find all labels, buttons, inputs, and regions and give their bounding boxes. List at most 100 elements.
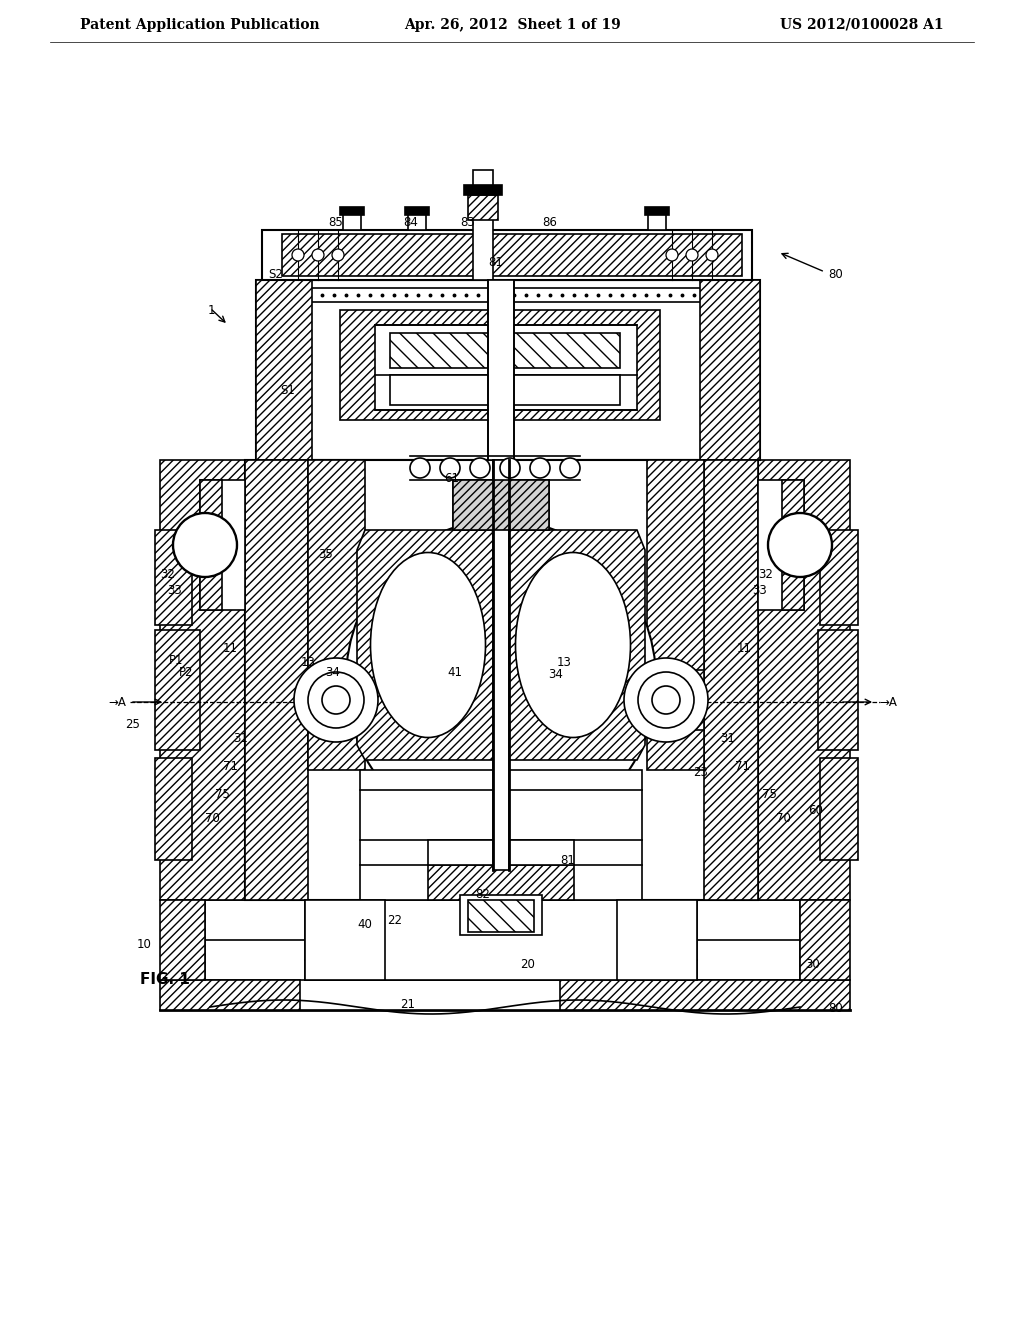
Polygon shape bbox=[800, 900, 850, 979]
Bar bbox=[343, 213, 361, 230]
Polygon shape bbox=[647, 459, 705, 770]
Polygon shape bbox=[155, 630, 200, 750]
Text: 71: 71 bbox=[735, 759, 750, 772]
Bar bbox=[305, 900, 385, 979]
Circle shape bbox=[294, 657, 378, 742]
Circle shape bbox=[638, 672, 694, 729]
Bar bbox=[375, 325, 637, 411]
Circle shape bbox=[530, 458, 550, 478]
Text: 70: 70 bbox=[205, 812, 220, 825]
Polygon shape bbox=[200, 480, 222, 610]
Text: 80: 80 bbox=[828, 1002, 843, 1015]
Polygon shape bbox=[782, 480, 804, 610]
Polygon shape bbox=[700, 280, 760, 459]
Text: 11: 11 bbox=[737, 642, 752, 655]
Polygon shape bbox=[155, 531, 193, 624]
Circle shape bbox=[560, 458, 580, 478]
Text: 84: 84 bbox=[403, 215, 419, 228]
Polygon shape bbox=[282, 234, 742, 276]
Bar bbox=[406, 207, 429, 215]
Bar bbox=[360, 770, 642, 900]
Polygon shape bbox=[820, 531, 858, 624]
Text: 33: 33 bbox=[167, 583, 182, 597]
Bar bbox=[488, 280, 514, 459]
Text: P1: P1 bbox=[169, 653, 183, 667]
Polygon shape bbox=[818, 630, 858, 750]
Text: S2: S2 bbox=[268, 268, 283, 281]
Text: 1: 1 bbox=[208, 304, 215, 317]
Text: 60: 60 bbox=[808, 804, 823, 817]
Circle shape bbox=[332, 249, 344, 261]
Circle shape bbox=[666, 249, 678, 261]
Text: 82: 82 bbox=[475, 888, 490, 902]
Bar bbox=[390, 375, 620, 405]
Text: Patent Application Publication: Patent Application Publication bbox=[80, 18, 319, 32]
Text: 35: 35 bbox=[318, 549, 333, 561]
Text: 13: 13 bbox=[301, 656, 316, 668]
Text: 70: 70 bbox=[776, 812, 791, 825]
Text: 11: 11 bbox=[223, 642, 238, 655]
Text: 13: 13 bbox=[557, 656, 571, 668]
Polygon shape bbox=[820, 758, 858, 861]
Polygon shape bbox=[308, 459, 365, 770]
Polygon shape bbox=[502, 531, 645, 760]
Polygon shape bbox=[160, 979, 300, 1010]
Text: 81: 81 bbox=[488, 256, 503, 269]
Circle shape bbox=[686, 249, 698, 261]
Circle shape bbox=[500, 458, 520, 478]
Text: 25: 25 bbox=[125, 718, 140, 730]
Text: 75: 75 bbox=[762, 788, 777, 800]
Bar bbox=[262, 230, 752, 280]
Polygon shape bbox=[160, 900, 205, 979]
Bar bbox=[617, 900, 697, 979]
Bar bbox=[473, 170, 493, 280]
Circle shape bbox=[440, 458, 460, 478]
Text: 10: 10 bbox=[137, 939, 152, 952]
Polygon shape bbox=[245, 459, 758, 900]
Circle shape bbox=[624, 657, 708, 742]
Bar bbox=[428, 840, 574, 865]
Polygon shape bbox=[256, 280, 312, 459]
Text: 23: 23 bbox=[693, 766, 708, 779]
Bar bbox=[468, 195, 498, 220]
Text: 32: 32 bbox=[758, 569, 773, 582]
Text: 22: 22 bbox=[387, 913, 402, 927]
Polygon shape bbox=[245, 459, 308, 900]
Ellipse shape bbox=[515, 553, 631, 738]
Text: 34: 34 bbox=[548, 668, 563, 681]
Bar bbox=[453, 480, 549, 531]
Circle shape bbox=[768, 513, 831, 577]
Text: 61: 61 bbox=[444, 471, 459, 484]
Polygon shape bbox=[357, 531, 500, 760]
Polygon shape bbox=[453, 480, 549, 531]
Circle shape bbox=[470, 458, 490, 478]
Bar bbox=[205, 900, 800, 1010]
Polygon shape bbox=[155, 758, 193, 861]
Circle shape bbox=[312, 249, 324, 261]
Text: 32: 32 bbox=[160, 569, 175, 582]
Text: 85: 85 bbox=[329, 215, 343, 228]
Text: 71: 71 bbox=[223, 759, 238, 772]
Text: P2: P2 bbox=[178, 665, 193, 678]
Circle shape bbox=[652, 686, 680, 714]
Circle shape bbox=[173, 513, 237, 577]
Ellipse shape bbox=[371, 553, 485, 738]
Text: 21: 21 bbox=[400, 998, 416, 1011]
Text: Apr. 26, 2012  Sheet 1 of 19: Apr. 26, 2012 Sheet 1 of 19 bbox=[403, 18, 621, 32]
Text: 34: 34 bbox=[326, 665, 340, 678]
Text: 75: 75 bbox=[215, 788, 230, 800]
Ellipse shape bbox=[346, 520, 656, 840]
Bar bbox=[648, 213, 666, 230]
Text: 83: 83 bbox=[461, 215, 475, 228]
Polygon shape bbox=[560, 979, 850, 1010]
Polygon shape bbox=[160, 459, 245, 900]
Polygon shape bbox=[340, 310, 660, 420]
Polygon shape bbox=[758, 480, 804, 610]
Circle shape bbox=[292, 249, 304, 261]
Text: 31: 31 bbox=[233, 731, 248, 744]
Bar bbox=[428, 865, 574, 900]
Text: →A: →A bbox=[109, 696, 126, 709]
Polygon shape bbox=[256, 280, 760, 459]
Polygon shape bbox=[200, 480, 245, 610]
Bar bbox=[390, 333, 620, 368]
